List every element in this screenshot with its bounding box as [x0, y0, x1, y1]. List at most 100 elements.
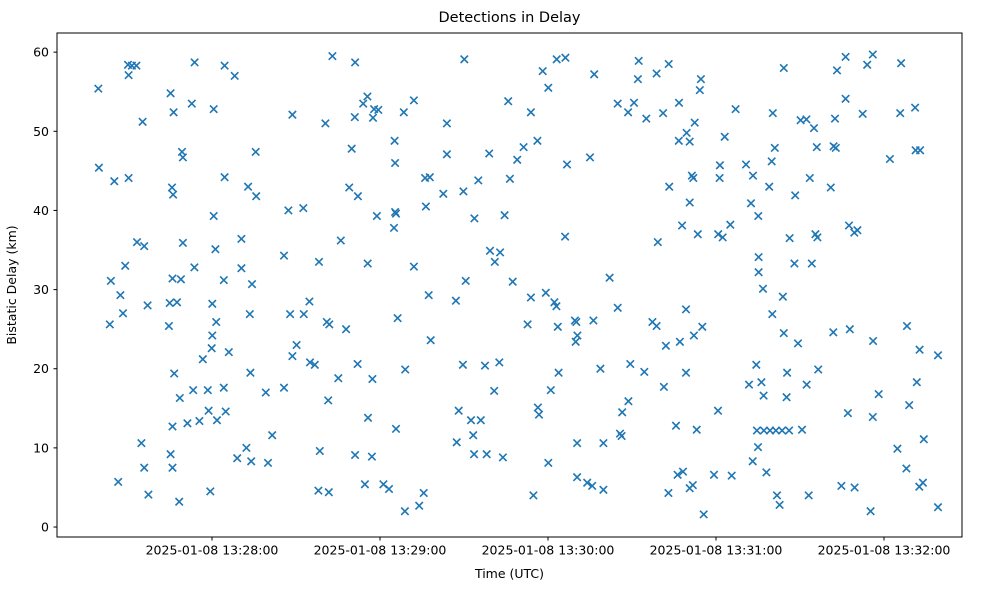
data-point-marker — [176, 275, 186, 284]
data-point-marker — [470, 214, 479, 223]
data-point-marker — [288, 351, 297, 361]
data-point-marker — [363, 413, 373, 423]
data-point-marker — [211, 317, 221, 327]
data-point-marker — [363, 259, 372, 268]
data-point-marker — [350, 58, 360, 67]
data-point-marker — [582, 478, 592, 487]
data-point-marker — [288, 110, 297, 119]
data-point-marker — [198, 354, 208, 364]
data-point-marker — [187, 99, 197, 108]
data-point-marker — [426, 335, 435, 345]
data-point-marker — [425, 172, 435, 182]
data-point-marker — [350, 112, 360, 122]
data-point-marker — [862, 60, 872, 70]
data-point-marker — [363, 92, 372, 101]
data-point-marker — [572, 317, 581, 327]
data-point-marker — [797, 425, 807, 434]
data-point-marker — [105, 320, 115, 329]
data-point-marker — [785, 233, 794, 243]
data-point-marker — [267, 430, 277, 440]
data-point-marker — [640, 367, 649, 377]
data-point-marker — [868, 336, 878, 346]
data-point-marker — [207, 343, 216, 353]
data-point-marker — [605, 273, 614, 282]
data-point-marker — [902, 321, 912, 331]
data-point-marker — [573, 331, 582, 340]
data-point-marker — [744, 380, 754, 389]
data-point-marker — [692, 425, 701, 434]
data-point-marker — [195, 416, 204, 426]
data-point-marker — [139, 241, 149, 251]
data-point-marker — [523, 320, 532, 329]
data-point-marker — [841, 52, 850, 62]
data-point-marker — [778, 292, 788, 301]
data-point-marker — [652, 69, 661, 78]
data-point-marker — [652, 321, 661, 331]
data-point-marker — [328, 51, 337, 61]
data-point-marker — [562, 160, 572, 169]
data-point-marker — [500, 210, 509, 220]
x-tick-label: 2025-01-08 13:28:00 — [146, 543, 279, 558]
data-point-marker — [674, 136, 684, 146]
data-point-marker — [211, 244, 220, 254]
data-point-marker — [503, 96, 513, 106]
data-point-marker — [772, 491, 782, 500]
data-point-marker — [715, 161, 725, 170]
data-point-marker — [183, 419, 192, 428]
axes-frame — [56, 32, 963, 538]
data-point-marker — [489, 386, 499, 396]
data-point-marker — [812, 142, 822, 152]
data-point-marker — [321, 119, 330, 128]
data-point-marker — [904, 400, 914, 410]
data-point-marker — [843, 408, 853, 418]
data-point-marker — [341, 324, 351, 334]
data-point-marker — [485, 246, 495, 256]
data-point-marker — [653, 237, 663, 247]
data-point-marker — [168, 274, 177, 283]
data-point-marker — [933, 502, 943, 512]
data-point-marker — [220, 61, 229, 70]
data-point-marker — [775, 500, 784, 510]
data-point-marker — [299, 309, 309, 319]
data-point-marker — [482, 449, 491, 459]
data-point-marker — [120, 261, 130, 271]
data-point-marker — [374, 105, 383, 115]
data-point-marker — [166, 89, 175, 98]
data-point-marker — [572, 438, 582, 448]
data-point-marker — [624, 396, 633, 406]
data-point-marker — [350, 450, 360, 460]
data-point-marker — [544, 458, 553, 468]
data-point-marker — [673, 470, 682, 480]
data-point-marker — [678, 467, 688, 476]
data-point-marker — [837, 481, 846, 491]
data-point-marker — [526, 293, 536, 302]
data-point-marker — [390, 158, 400, 168]
data-point-marker — [572, 472, 582, 482]
data-point-marker — [552, 301, 561, 311]
data-point-marker — [629, 98, 639, 108]
data-point-marker — [659, 382, 669, 392]
data-point-marker — [221, 407, 230, 416]
data-point-marker — [613, 99, 622, 108]
data-point-marker — [771, 426, 781, 435]
data-point-marker — [538, 66, 547, 76]
data-point-marker — [219, 383, 229, 392]
data-point-marker — [713, 406, 723, 415]
data-point-marker — [804, 491, 813, 500]
data-point-marker — [693, 229, 703, 239]
data-point-marker — [915, 482, 924, 491]
data-point-marker — [685, 198, 694, 207]
data-point-marker — [421, 202, 431, 211]
data-point-marker — [118, 309, 128, 318]
data-point-marker — [585, 153, 595, 162]
data-point-marker — [188, 385, 198, 395]
data-point-marker — [113, 477, 123, 487]
data-point-marker — [754, 252, 763, 262]
data-point-marker — [809, 123, 819, 133]
data-point-marker — [829, 328, 838, 337]
data-point-marker — [279, 383, 289, 392]
data-point-marker — [353, 359, 362, 369]
data-point-marker — [553, 322, 563, 332]
data-point-marker — [94, 163, 104, 172]
y-tick-label: 20 — [33, 361, 49, 376]
